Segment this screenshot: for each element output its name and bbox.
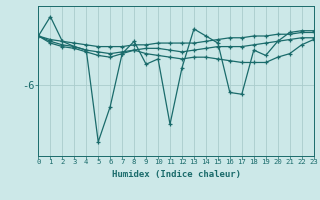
X-axis label: Humidex (Indice chaleur): Humidex (Indice chaleur): [111, 170, 241, 179]
